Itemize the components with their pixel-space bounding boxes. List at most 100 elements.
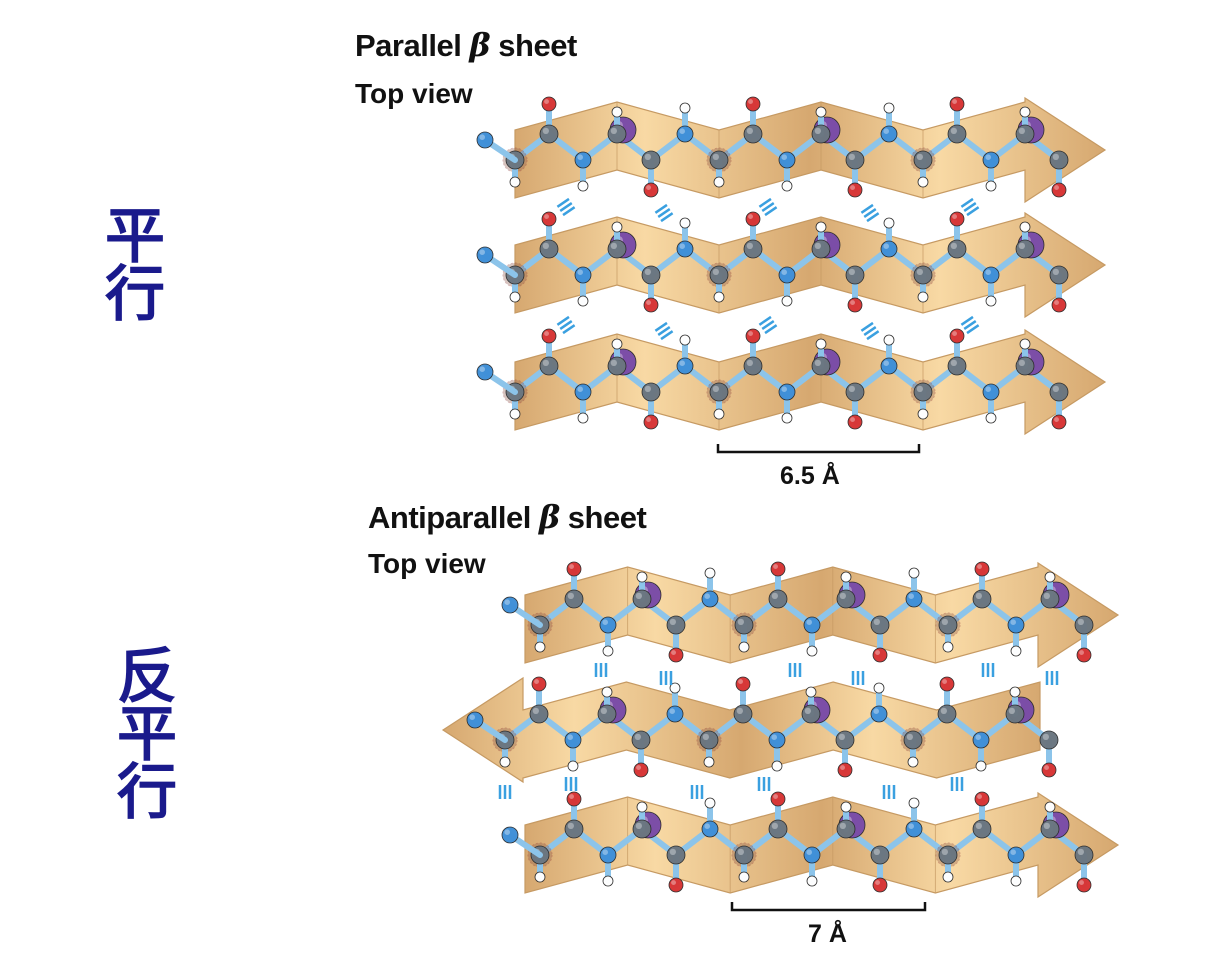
alpha-hydrogen-atom-highlight	[1021, 340, 1025, 344]
alpha-carbon-atom-highlight	[635, 592, 642, 599]
alpha-carbon-atom-highlight	[906, 733, 913, 740]
parallel-ribbon-2	[514, 211, 1107, 319]
alpha-carbon-atom-highlight	[941, 848, 948, 855]
hydrogen-atom-highlight	[987, 182, 991, 186]
parallel-strand-2	[476, 211, 1069, 313]
carbonyl-carbon-atom-highlight	[669, 848, 676, 855]
nitrogen-atom-highlight	[781, 386, 787, 393]
alpha-hydrogen-atom	[738, 641, 750, 653]
nitrogen-atom	[1007, 846, 1025, 864]
carbonyl-carbon-atom-highlight	[542, 359, 549, 366]
oxygen-atom	[1051, 414, 1067, 430]
carbonyl-carbon-atom	[1074, 615, 1094, 635]
oxygen-atom	[847, 297, 863, 313]
nitrogen-atom-highlight	[883, 360, 889, 367]
alpha-hydrogen-atom	[601, 686, 613, 698]
hydrogen-bond-dash	[860, 321, 874, 332]
alpha-hydrogen-atom-highlight	[919, 410, 923, 414]
carbonyl-carbon-atom	[1049, 265, 1069, 285]
alpha-carbon-atom	[607, 239, 627, 259]
alpha-carbon-atom-highlight	[839, 822, 846, 829]
alpha-hydrogen-atom-highlight	[909, 758, 913, 762]
alpha-carbon-atom-highlight	[814, 242, 821, 250]
carbonyl-carbon-atom-highlight	[975, 822, 982, 829]
alpha-hydrogen-atom-highlight	[511, 178, 515, 182]
alpha-hydrogen-atom	[1019, 221, 1031, 233]
parallel-ribbon-3	[514, 328, 1107, 436]
alpha-hydrogen-atom	[611, 106, 623, 118]
oxygen-atom	[770, 791, 786, 807]
alpha-carbon-atom-highlight	[712, 153, 719, 161]
carbonyl-carbon-atom	[1074, 845, 1094, 865]
hydrogen-atom-highlight	[604, 647, 608, 651]
oxygen-atom-highlight	[544, 331, 549, 336]
hydrogen-atom	[781, 295, 793, 307]
carbonyl-carbon-atom-highlight	[950, 127, 957, 134]
antiparallel-hbonds-2	[498, 776, 964, 800]
alpha-carbon-atom	[734, 615, 754, 635]
alpha-carbon-atom	[632, 819, 652, 839]
hydrogen-bond-dash	[660, 330, 674, 341]
alpha-hydrogen-atom	[815, 221, 827, 233]
nitrogen-atom	[982, 383, 1000, 401]
carbonyl-carbon-atom	[1049, 150, 1069, 170]
nitrogen-atom	[982, 266, 1000, 284]
alpha-carbon-atom	[607, 124, 627, 144]
carbonyl-carbon-atom	[564, 819, 584, 839]
hydrogen-atom-highlight	[987, 414, 991, 418]
oxygen-atom-highlight	[952, 99, 957, 105]
parallel-title: Parallel β sheet	[355, 26, 577, 64]
oxygen-atom-highlight	[671, 880, 676, 885]
oxygen-atom-highlight	[748, 214, 753, 219]
alpha-hydrogen-atom	[1019, 338, 1031, 350]
carbonyl-carbon-atom-highlight	[542, 242, 549, 250]
hydrogen-bond-dash	[860, 203, 874, 214]
nitrogen-atom-highlight	[1010, 619, 1016, 625]
carbonyl-carbon-atom-highlight	[838, 733, 845, 740]
alpha-carbon-atom	[597, 704, 617, 724]
hydrogen-atom-highlight	[579, 414, 583, 418]
alpha-carbon-atom	[699, 730, 719, 750]
carbonyl-carbon-atom-highlight	[736, 707, 743, 714]
carbonyl-carbon-atom-highlight	[873, 618, 880, 625]
carbonyl-carbon-atom	[768, 819, 788, 839]
parallel-ribbon-1	[514, 96, 1107, 204]
terminal-nitrogen-atom-highlight	[504, 829, 511, 835]
oxygen-atom	[541, 96, 557, 112]
parallel-strand-3	[476, 328, 1069, 430]
nitrogen-atom	[778, 151, 796, 169]
hydrogen-atom	[602, 875, 614, 887]
oxygen-atom	[847, 414, 863, 430]
alpha-carbon-atom-highlight	[916, 268, 923, 275]
carbonyl-carbon-atom	[845, 382, 865, 402]
hydrogen-atom-highlight	[681, 219, 685, 223]
oxygen-atom-highlight	[773, 564, 778, 569]
carbonyl-carbon-atom-highlight	[771, 592, 778, 599]
oxygen-atom-highlight	[569, 564, 574, 569]
hydrogen-atom-highlight	[808, 647, 812, 651]
hydrogen-atom	[1010, 645, 1022, 657]
nitrogen-atom-highlight	[771, 734, 777, 740]
hydrogen-atom	[873, 682, 885, 694]
carbonyl-carbon-atom-highlight	[1052, 268, 1059, 275]
oxygen-atom	[633, 762, 649, 778]
hydrogen-atom	[577, 180, 589, 192]
alpha-carbon-atom-highlight	[635, 822, 642, 829]
alpha-carbon-atom	[709, 382, 729, 402]
terminal-nitrogen-atom	[466, 711, 484, 729]
hydrogen-atom	[806, 645, 818, 657]
oxygen-atom-highlight	[544, 99, 549, 105]
parallel-hbonds-2	[556, 315, 980, 341]
nitrogen-atom	[880, 240, 898, 258]
alpha-hydrogen-atom-highlight	[740, 873, 744, 877]
hydrogen-atom	[781, 180, 793, 192]
alpha-hydrogen-atom-highlight	[944, 873, 948, 877]
hydrogen-bond-dash	[562, 206, 576, 217]
carbonyl-carbon-atom	[947, 356, 967, 376]
hydrogen-atom-highlight	[569, 762, 573, 766]
carbonyl-carbon-atom-highlight	[771, 822, 778, 829]
alpha-hydrogen-atom	[713, 176, 725, 188]
alpha-hydrogen-atom-highlight	[817, 108, 821, 112]
alpha-hydrogen-atom-highlight	[501, 758, 505, 762]
alpha-hydrogen-atom	[611, 221, 623, 233]
